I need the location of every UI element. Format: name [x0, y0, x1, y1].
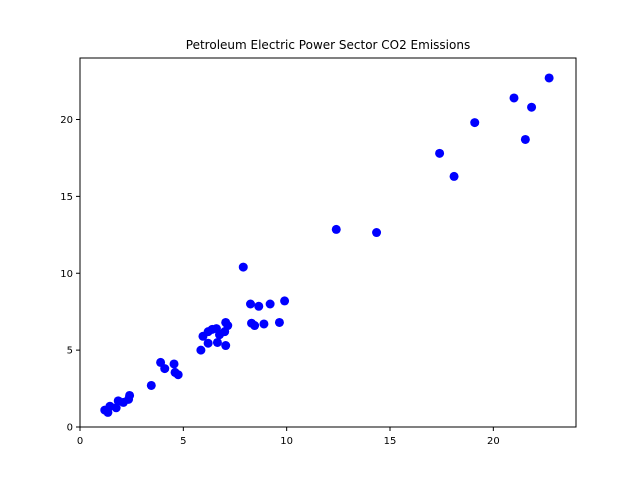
data-point: [125, 390, 135, 400]
data-point: [203, 338, 213, 348]
data-point: [280, 296, 290, 306]
data-points: [100, 73, 554, 417]
x-tick-label: 20: [487, 436, 500, 447]
data-point: [254, 301, 264, 311]
data-point: [246, 299, 255, 309]
data-point: [544, 73, 554, 83]
data-point: [169, 359, 179, 369]
data-point: [259, 319, 269, 329]
data-point: [221, 341, 231, 351]
data-point: [470, 118, 480, 128]
x-tick-label: 0: [77, 436, 83, 447]
data-point: [212, 337, 222, 347]
data-point: [509, 93, 519, 103]
data-point: [274, 317, 284, 327]
y-tick-label: 10: [60, 269, 73, 280]
x-tick-label: 10: [280, 436, 293, 447]
data-point: [527, 102, 537, 112]
data-point: [160, 364, 170, 374]
data-point: [111, 403, 121, 413]
data-point: [238, 262, 248, 272]
data-point: [196, 345, 206, 355]
plot-area: [79, 57, 577, 428]
data-point: [435, 148, 445, 158]
chart-title: Petroleum Electric Power Sector CO2 Emis…: [186, 38, 470, 52]
data-point: [173, 370, 183, 380]
y-tick-label: 15: [60, 192, 73, 203]
data-point: [146, 380, 156, 390]
data-point: [449, 171, 459, 181]
y-tick-label: 5: [67, 346, 73, 357]
x-tick-label: 5: [180, 436, 186, 447]
data-point: [520, 134, 530, 144]
y-tick-label: 20: [60, 115, 73, 126]
data-point: [372, 228, 382, 238]
x-axis: 0 5 10 15 20: [77, 427, 500, 447]
y-tick-label: 0: [67, 423, 73, 434]
y-axis: 0 5 10 15 20: [60, 115, 80, 434]
x-tick-label: 15: [384, 436, 397, 447]
data-point: [265, 299, 275, 309]
data-point: [250, 321, 260, 331]
data-point: [223, 321, 233, 331]
data-point: [331, 224, 341, 234]
